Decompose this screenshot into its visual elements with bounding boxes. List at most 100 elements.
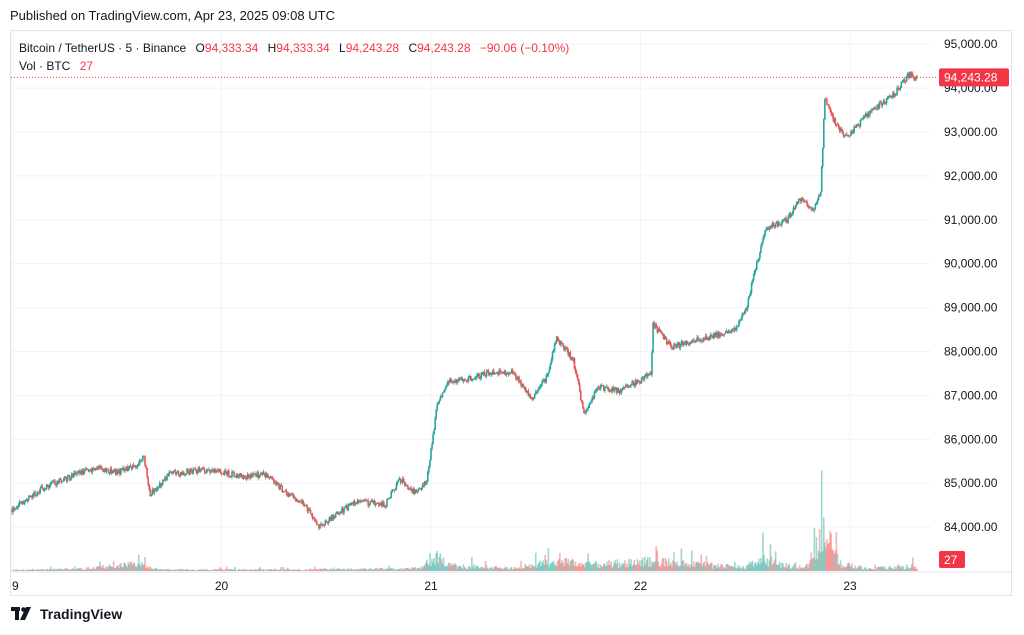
candle-body (216, 470, 219, 472)
candle-body (881, 103, 884, 106)
volume-bar (645, 559, 648, 571)
candle-body (46, 484, 49, 487)
volume-bar (97, 565, 99, 571)
volume-bar (899, 565, 902, 571)
x-tick-label: 9 (12, 579, 19, 593)
volume-bar (372, 569, 375, 571)
volume-bar (96, 566, 98, 571)
legend-symbol[interactable]: Bitcoin / TetherUS · 5 · Binance (19, 41, 187, 55)
candle-body (336, 511, 339, 515)
volume-bar (461, 568, 464, 571)
volume-bar (765, 564, 767, 571)
volume-bar (829, 531, 831, 571)
candle-body (696, 337, 698, 340)
volume-bar (901, 565, 904, 571)
volume-bar (578, 562, 581, 571)
volume-bar (12, 570, 14, 571)
candle-body (625, 384, 627, 388)
volume-bar (807, 568, 809, 571)
candle-body (441, 392, 444, 398)
volume-bar (769, 544, 772, 571)
volume-bar (723, 566, 726, 571)
candle-body (550, 359, 553, 364)
candle-body (760, 246, 762, 253)
candle-body (73, 473, 75, 478)
volume-bar (214, 569, 217, 571)
candle-body (467, 376, 470, 381)
candle-body (464, 379, 467, 381)
volume-bar (747, 564, 750, 571)
candle-body (311, 515, 314, 519)
volume-bar (660, 564, 663, 571)
candle-body (546, 375, 549, 376)
candle-body (279, 484, 281, 490)
volume-bar (421, 568, 424, 571)
candle-body (301, 500, 303, 502)
candle-body (286, 493, 289, 497)
volume-bar (464, 567, 467, 571)
volume-bar (101, 567, 103, 571)
candle-body (355, 502, 358, 504)
volume-bar (73, 569, 75, 571)
candle-body (294, 497, 296, 499)
candle-body (318, 524, 320, 529)
candle-body (654, 324, 656, 328)
volume-bar (340, 569, 342, 571)
volume-bar (68, 569, 71, 571)
candle-body (347, 505, 350, 510)
candle-body (817, 195, 820, 201)
candle-body (11, 509, 13, 513)
candle-body (190, 468, 192, 472)
volume-bar (595, 561, 598, 571)
candle-body (768, 227, 771, 230)
candle-body (806, 201, 808, 206)
candle-body (122, 467, 124, 470)
candle-body (723, 333, 726, 336)
volume-bar (583, 564, 585, 571)
candle-body (798, 198, 801, 200)
candle-body (688, 342, 691, 345)
volume-bar (39, 569, 42, 571)
candle-body (42, 488, 45, 491)
chart-frame[interactable]: 84,000.00 85,000.00 86,000.00 87,000.00 88,0… (10, 30, 1012, 596)
candle-body (725, 331, 728, 334)
candle-body (908, 72, 911, 78)
volume-bar (138, 563, 141, 571)
legend-low-value: 94,243.28 (345, 41, 400, 55)
candle-body (141, 459, 143, 461)
volume-bar (376, 569, 379, 571)
legend-volume-label[interactable]: Vol · BTC (19, 59, 71, 73)
volume-bar (206, 569, 208, 571)
candle-body (820, 166, 823, 192)
price-chart[interactable]: 84,000.0085,000.0086,000.0087,000.0088,0… (11, 31, 1011, 595)
volume-bar (661, 558, 664, 571)
volume-bar (549, 563, 552, 571)
volume-bar (565, 557, 567, 571)
volume-bar (377, 568, 380, 571)
volume-bar (586, 562, 588, 571)
volume-bar (341, 569, 343, 571)
volume-bar (113, 567, 116, 571)
candle-body (126, 466, 129, 471)
volume-bar (107, 566, 110, 571)
volume-bar (38, 570, 41, 571)
volume-bar (89, 568, 92, 571)
volume-bar (897, 563, 899, 571)
candle-body (693, 340, 695, 342)
candle-body (687, 343, 690, 345)
candle-body (436, 404, 439, 410)
volume-bar (764, 561, 766, 571)
candle-body (277, 482, 279, 485)
candle-body (13, 507, 15, 510)
volume-bar (281, 570, 284, 571)
volume-bar (420, 566, 423, 571)
volume-bar (802, 567, 804, 571)
candle-body (579, 391, 582, 401)
volume-bar (848, 562, 850, 571)
candle-body (427, 472, 429, 482)
volume-bar (481, 566, 484, 571)
volume-bar (658, 566, 661, 571)
tradingview-brand[interactable]: TradingView (11, 606, 122, 622)
volume-bar (490, 566, 493, 571)
candle-body (532, 398, 535, 400)
